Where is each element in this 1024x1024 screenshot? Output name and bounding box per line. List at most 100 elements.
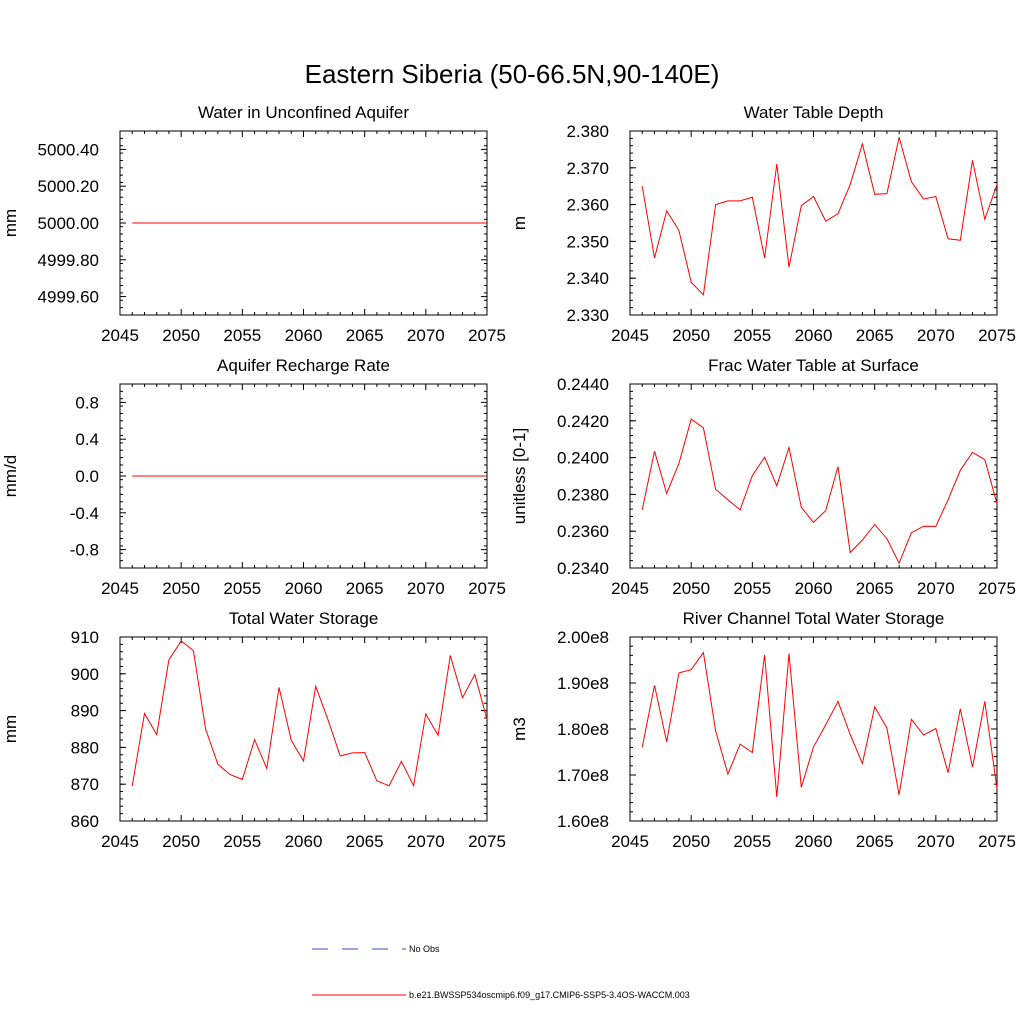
y-tick-label: 2.360 — [566, 196, 609, 215]
panel-0: 2045 2050 2055 2060 2065 2070 2075 4999.60 4999.… — [1, 103, 506, 345]
y-tick-label: 890 — [71, 702, 99, 721]
legend-label-model-run: b.e21.BWSSP534oscmip6.f09_g17.CMIP6-SSP5… — [409, 990, 690, 1000]
y-tick-label: 1.90e8 — [557, 674, 609, 693]
legend-label-no-obs: No Obs — [409, 944, 440, 954]
x-tick-label: 2060 — [795, 579, 833, 598]
x-tick-label: 2070 — [407, 579, 445, 598]
y-tick-label: 870 — [71, 775, 99, 794]
x-tick-label: 2075 — [978, 579, 1016, 598]
y-axis-label: m3 — [510, 717, 529, 741]
y-tick-label: 2.340 — [566, 269, 609, 288]
x-tick-label: 2065 — [346, 579, 384, 598]
y-tick-label: 860 — [71, 812, 99, 831]
panel-4: 2045 2050 2055 2060 2065 2070 2075 860 870 880 890… — [1, 609, 506, 851]
x-tick-label: 2050 — [162, 832, 200, 851]
y-tick-label: 0.2440 — [557, 375, 609, 394]
x-tick-label: 2050 — [162, 579, 200, 598]
x-tick-label: 2065 — [856, 832, 894, 851]
y-tick-label: 4999.60 — [38, 288, 99, 307]
panel-title: Water Table Depth — [744, 103, 884, 122]
panel-3: 2045 2050 2055 2060 2065 2070 2075 0.2340 0.2360… — [510, 356, 1016, 598]
y-tick-label: 0.2400 — [557, 449, 609, 468]
y-tick-label: -0.4 — [70, 504, 99, 523]
x-tick-label: 2045 — [611, 832, 649, 851]
y-tick-label: 0.0 — [75, 467, 99, 486]
x-tick-label: 2065 — [346, 326, 384, 345]
y-axis-label: m — [510, 216, 529, 230]
x-tick-label: 2065 — [856, 579, 894, 598]
y-tick-label: 1.60e8 — [557, 812, 609, 831]
y-tick-label: 1.80e8 — [557, 720, 609, 739]
x-tick-label: 2050 — [162, 326, 200, 345]
x-tick-label: 2055 — [733, 579, 771, 598]
x-tick-label: 2070 — [917, 326, 955, 345]
series-line — [641, 137, 998, 296]
panel-title: Aquifer Recharge Rate — [217, 356, 390, 375]
x-tick-label: 2070 — [917, 832, 955, 851]
series-line — [641, 418, 998, 565]
x-tick-label: 2045 — [101, 326, 139, 345]
x-tick-label: 2060 — [285, 832, 323, 851]
plot-frame — [629, 130, 998, 316]
y-tick-label: 2.00e8 — [557, 628, 609, 647]
x-tick-label: 2070 — [917, 579, 955, 598]
y-tick-label: 2.380 — [566, 122, 609, 141]
y-tick-label: 5000.20 — [38, 177, 99, 196]
panel-title: Total Water Storage — [229, 609, 379, 628]
x-tick-label: 2055 — [733, 326, 771, 345]
y-tick-label: 0.2380 — [557, 485, 609, 504]
y-tick-label: 5000.40 — [38, 140, 99, 159]
x-tick-label: 2075 — [468, 326, 506, 345]
x-tick-label: 2065 — [856, 326, 894, 345]
panel-title: Frac Water Table at Surface — [708, 356, 919, 375]
x-tick-label: 2060 — [285, 326, 323, 345]
panel-title: River Channel Total Water Storage — [683, 609, 945, 628]
y-tick-label: 880 — [71, 738, 99, 757]
y-tick-label: 2.370 — [566, 159, 609, 178]
series-line — [131, 640, 488, 788]
panel-2: 2045 2050 2055 2060 2065 2070 2075 -0.8 -0.4 0.0 0… — [1, 356, 506, 598]
plot-frame — [629, 636, 998, 822]
y-tick-label: -0.8 — [70, 541, 99, 560]
x-tick-label: 2045 — [101, 579, 139, 598]
x-tick-label: 2075 — [978, 832, 1016, 851]
y-tick-label: 2.350 — [566, 232, 609, 251]
figure-title: Eastern Siberia (50-66.5N,90-140E) — [305, 59, 720, 89]
x-tick-label: 2050 — [672, 326, 710, 345]
plot-frame — [119, 636, 488, 822]
x-tick-label: 2070 — [407, 326, 445, 345]
x-tick-label: 2075 — [468, 579, 506, 598]
x-tick-label: 2075 — [468, 832, 506, 851]
x-tick-label: 2060 — [795, 832, 833, 851]
legend: No Obs b.e21.BWSSP534oscmip6.f09_g17.CMI… — [312, 944, 690, 1000]
x-tick-label: 2045 — [611, 326, 649, 345]
panel-5: 2045 2050 2055 2060 2065 2070 2075 1.60e8 1.70e8… — [510, 609, 1016, 851]
series-line — [641, 651, 998, 798]
x-tick-label: 2060 — [795, 326, 833, 345]
x-tick-label: 2055 — [223, 579, 261, 598]
y-tick-label: 1.70e8 — [557, 766, 609, 785]
y-tick-label: 5000.00 — [38, 214, 99, 233]
y-tick-label: 4999.80 — [38, 251, 99, 270]
x-tick-label: 2070 — [407, 832, 445, 851]
y-tick-label: 2.330 — [566, 306, 609, 325]
x-tick-label: 2055 — [223, 326, 261, 345]
y-tick-label: 0.2340 — [557, 559, 609, 578]
y-tick-label: 0.2420 — [557, 412, 609, 431]
y-axis-label: mm — [1, 209, 20, 237]
y-tick-label: 910 — [71, 628, 99, 647]
x-tick-label: 2075 — [978, 326, 1016, 345]
x-tick-label: 2065 — [346, 832, 384, 851]
y-axis-label: mm/d — [1, 455, 20, 498]
plot-frame — [629, 383, 998, 569]
x-tick-label: 2045 — [101, 832, 139, 851]
x-tick-label: 2050 — [672, 579, 710, 598]
y-tick-label: 0.4 — [75, 430, 99, 449]
y-tick-label: 0.8 — [75, 393, 99, 412]
y-tick-label: 900 — [71, 665, 99, 684]
x-tick-label: 2060 — [285, 579, 323, 598]
x-tick-label: 2050 — [672, 832, 710, 851]
y-axis-label: mm — [1, 715, 20, 743]
x-tick-label: 2055 — [733, 832, 771, 851]
